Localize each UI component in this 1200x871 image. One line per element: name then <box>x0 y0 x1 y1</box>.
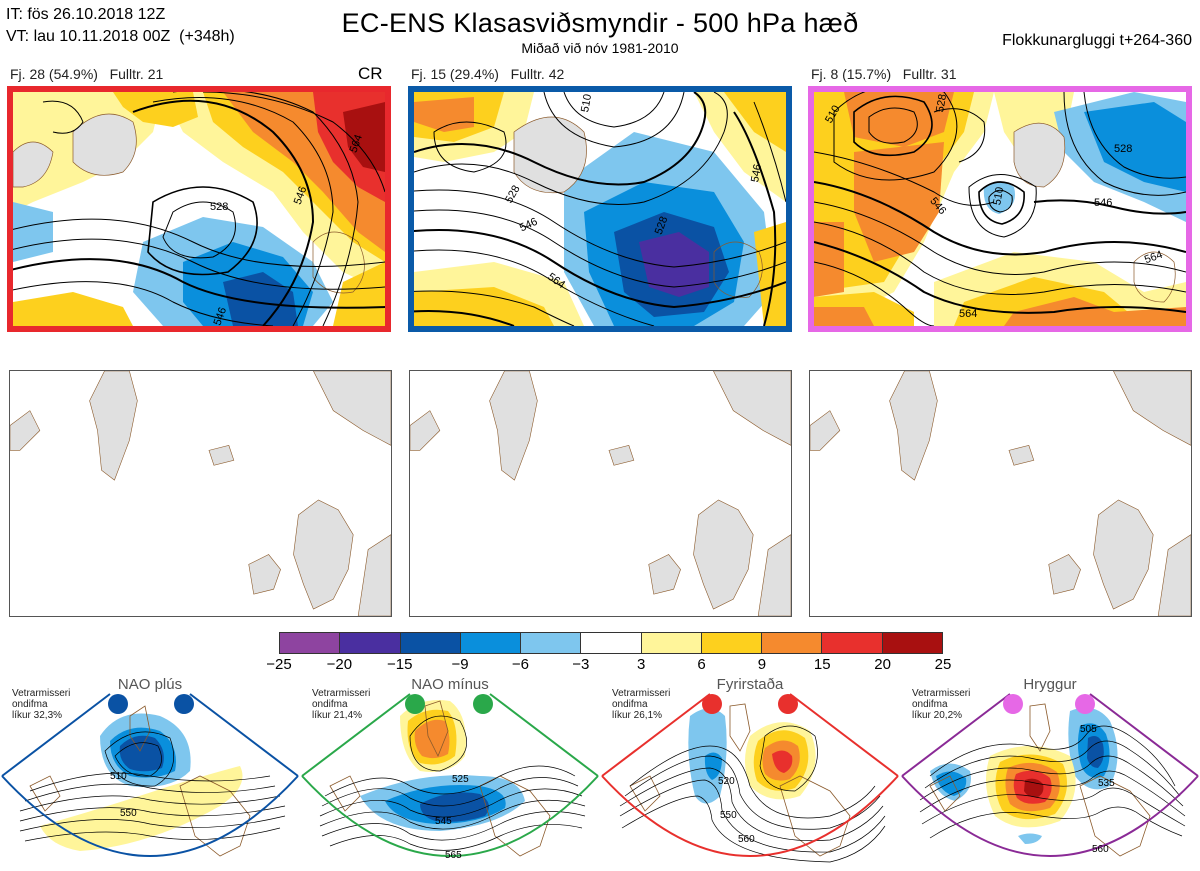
cluster-1-contour-label: 546 <box>292 185 310 206</box>
cluster-2-caption: Fj. 15 (29.4%) Fulltr. 42 <box>411 66 565 82</box>
regime-4-contour-label: 505 <box>1080 724 1097 735</box>
cluster-3-contour-label: 546 <box>1094 197 1112 209</box>
colorbar-tick-label: 25 <box>934 656 952 673</box>
regime-1-note: Vetrarmisseri ondifma líkur 32,3% <box>12 688 71 721</box>
colorbar-tick-label: 3 <box>637 656 646 673</box>
empty-map-1 <box>9 370 392 617</box>
regime-4-dot-left-icon <box>1003 694 1023 714</box>
empty-map-3 <box>809 370 1192 617</box>
initial-time: IT: fös 26.10.2018 12Z <box>6 6 166 23</box>
cluster-1-contour-label: 546 <box>212 306 230 326</box>
regime-2-contour-label: 565 <box>445 850 462 861</box>
regime-4-dot-right-icon <box>1075 694 1095 714</box>
cluster-3-contour-label: 564 <box>1143 249 1164 267</box>
colorbar-tick-label: −3 <box>572 656 590 673</box>
regime-3-dot-right-icon <box>778 694 798 714</box>
cluster-3-contour-label: 528 <box>1114 143 1132 155</box>
colorbar-swatch <box>460 633 522 653</box>
colorbar-tick-label: −6 <box>511 656 530 673</box>
colorbar-swatch <box>521 633 582 653</box>
cluster-2-map: 510 528 546 564 528 546 <box>408 86 792 332</box>
cluster-2-contour-label: 528 <box>653 215 671 236</box>
regime-3-dot-left-icon <box>702 694 722 714</box>
colorbar-swatch <box>641 633 702 653</box>
regime-1-dot-right-icon <box>174 694 194 714</box>
classification-window: Flokkunargluggi t+264-360 <box>1002 32 1192 49</box>
regime-nao-minus: 525 545 565 NAO mínus Vetrarmisseri ondi… <box>300 676 600 871</box>
colorbar-tick-label: −9 <box>451 656 469 673</box>
colorbar-swatch <box>701 633 763 653</box>
colorbar-tick-label: 20 <box>874 656 891 673</box>
colorbar-tick-label: −15 <box>386 656 413 673</box>
regime-3-title: Fyrirstaða <box>716 676 784 693</box>
regime-4-contour-label: 560 <box>1092 844 1109 855</box>
regime-4-title: Hryggur <box>1023 676 1077 693</box>
colorbar-swatch <box>822 633 883 653</box>
regime-2-dot-right-icon <box>473 694 493 714</box>
regime-2-title: NAO mínus <box>411 676 489 693</box>
page-title: EC-ENS Klasasviðsmyndir - 500 hPa hæð <box>341 8 859 38</box>
cluster-3-contour-label: 510 <box>991 186 1006 206</box>
regime-1-contour-label: 510 <box>110 771 127 782</box>
cluster-3-contour-label: 564 <box>959 308 977 320</box>
regime-1-dot-left-icon <box>108 694 128 714</box>
colorbar-tick-label: −25 <box>266 656 292 673</box>
cluster-1-regime-code: CR <box>358 64 383 83</box>
empty-map-2 <box>409 370 792 617</box>
regime-1-title: NAO plús <box>117 676 183 693</box>
regime-4-contour-label: 535 <box>1098 778 1115 789</box>
colorbar-swatch <box>400 633 461 653</box>
regime-4-note: Vetrarmisseri ondifma líkur 20,2% <box>912 688 971 721</box>
regime-nao-plus: 510 550 NAO plús Vetrarmisseri ondifma l… <box>0 676 300 871</box>
colorbar-swatch <box>882 633 942 653</box>
regime-2-note: Vetrarmisseri ondifma líkur 21,4% <box>312 688 371 721</box>
regime-1-contour-label: 550 <box>120 808 137 819</box>
colorbar-swatch <box>280 633 341 653</box>
run-info: IT: fös 26.10.2018 12Z VT: lau 10.11.201… <box>6 4 235 48</box>
cluster-2-contour-label: 546 <box>749 163 764 183</box>
regime-2-map: 525 545 565 <box>301 693 599 861</box>
regime-3-contour-label: 520 <box>718 776 735 787</box>
cluster-3-contour-label: 528 <box>934 93 949 113</box>
cluster-1-contour-label: 564 <box>348 133 366 154</box>
colorbar-tick-label: −20 <box>326 656 353 673</box>
cluster-1-map: 528 546 546 564 <box>7 86 391 332</box>
cluster-1-anomaly-field: 528 546 546 564 <box>13 92 385 326</box>
regime-1-map: 510 550 <box>1 693 299 857</box>
valid-time: VT: lau 10.11.2018 00Z (+348h) <box>6 28 235 45</box>
page-subtitle: Miðað við nóv 1981-2010 <box>521 40 679 56</box>
cluster-3-map: 510 528 546 510 528 546 564 564 <box>808 86 1192 332</box>
colorbar-swatch <box>581 633 642 653</box>
colorbar-tick-label: 15 <box>813 656 831 673</box>
cluster-1-caption: Fj. 28 (54.9%) Fulltr. 21 <box>10 66 164 82</box>
regime-2-contour-label: 525 <box>452 774 469 785</box>
regime-3-contour-label: 560 <box>738 834 755 845</box>
colorbar-swatch <box>762 633 823 653</box>
cluster-3-anomaly-field: 510 528 546 510 528 546 564 564 <box>814 92 1186 326</box>
cluster-2-contour-label: 510 <box>579 93 594 113</box>
regime-ridge: 505 535 560 Hryggur Vetrarmisseri ondifm… <box>900 676 1200 871</box>
cluster-2-anomaly-field: 510 528 546 564 528 546 <box>414 92 786 326</box>
regime-2-contour-label: 545 <box>435 816 452 827</box>
regime-2-dot-left-icon <box>405 694 425 714</box>
cluster-1-contour-label: 528 <box>210 201 228 213</box>
cluster-3-caption: Fj. 8 (15.7%) Fulltr. 31 <box>811 66 957 82</box>
anomaly-colorbar <box>279 632 943 654</box>
colorbar-tick-label: 6 <box>697 656 706 673</box>
colorbar-swatch <box>340 633 401 653</box>
regime-3-contour-label: 550 <box>720 810 737 821</box>
regime-blocking: 520 550 560 Fyrirstaða Vetrarmisseri ond… <box>600 676 900 871</box>
regime-3-note: Vetrarmisseri ondifma líkur 26,1% <box>612 688 671 721</box>
regime-3-map: 520 550 560 <box>601 693 899 863</box>
colorbar-tick-label: 9 <box>757 656 767 673</box>
regime-4-map: 505 535 560 <box>901 693 1199 857</box>
